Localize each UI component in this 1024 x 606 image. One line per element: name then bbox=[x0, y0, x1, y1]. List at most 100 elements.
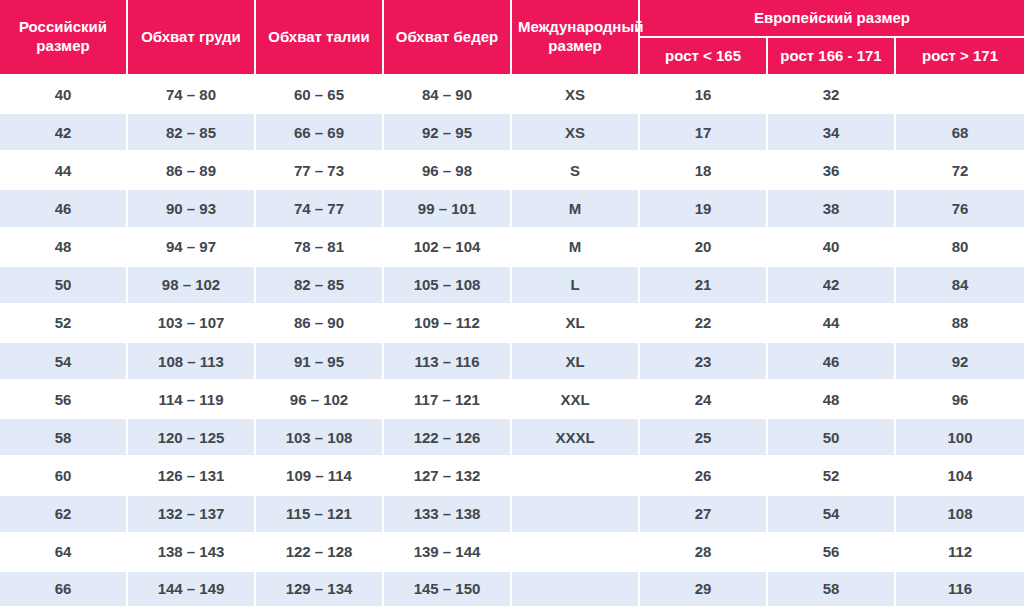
table-cell: 76 bbox=[896, 190, 1024, 228]
table-cell: 82 – 85 bbox=[256, 267, 384, 305]
table-cell: 26 bbox=[640, 457, 768, 495]
table-cell: 21 bbox=[640, 267, 768, 305]
table-cell: XXXL bbox=[512, 419, 640, 457]
table-row: 58120 – 125103 – 108122 – 126XXXL2550100 bbox=[0, 419, 1024, 457]
table-cell: 28 bbox=[640, 534, 768, 572]
table-cell: 88 bbox=[896, 305, 1024, 343]
table-cell: 25 bbox=[640, 419, 768, 457]
table-row: 66144 – 149129 – 134145 – 1502958116 bbox=[0, 572, 1024, 606]
table-cell: L bbox=[512, 267, 640, 305]
table-cell: 72 bbox=[896, 152, 1024, 190]
table-cell: 98 – 102 bbox=[128, 267, 256, 305]
col-header-hips: Обхват бедер bbox=[384, 0, 512, 76]
table-row: 4074 – 8060 – 6584 – 90XS1632 bbox=[0, 76, 1024, 114]
table-cell: 96 – 98 bbox=[384, 152, 512, 190]
col-header-chest: Обхват груди bbox=[128, 0, 256, 76]
table-row: 60126 – 131109 – 114127 – 1322652104 bbox=[0, 457, 1024, 495]
table-row: 64138 – 143122 – 128139 – 1442856112 bbox=[0, 534, 1024, 572]
table-cell: 84 bbox=[896, 267, 1024, 305]
table-cell: 80 bbox=[896, 229, 1024, 267]
col-header-height-lt-165: рост < 165 bbox=[640, 38, 768, 76]
table-row: 4486 – 8977 – 7396 – 98S183672 bbox=[0, 152, 1024, 190]
table-cell: 54 bbox=[768, 496, 896, 534]
col-header-european-size: Европейский размер bbox=[640, 0, 1024, 38]
table-cell: 138 – 143 bbox=[128, 534, 256, 572]
table-cell: 24 bbox=[640, 381, 768, 419]
table-cell: 105 – 108 bbox=[384, 267, 512, 305]
table-cell bbox=[512, 496, 640, 534]
table-cell: 48 bbox=[768, 381, 896, 419]
table-cell: 66 bbox=[0, 572, 128, 606]
size-chart-table: Российский размер Обхват груди Обхват та… bbox=[0, 0, 1024, 606]
table-cell: 50 bbox=[0, 267, 128, 305]
col-header-waist: Обхват талии bbox=[256, 0, 384, 76]
col-header-height-166-171: рост 166 - 171 bbox=[768, 38, 896, 76]
table-cell bbox=[896, 76, 1024, 114]
table-cell: 122 – 126 bbox=[384, 419, 512, 457]
table-cell: 23 bbox=[640, 343, 768, 381]
table-cell: 99 – 101 bbox=[384, 190, 512, 228]
table-cell: 17 bbox=[640, 114, 768, 152]
table-cell: 62 bbox=[0, 496, 128, 534]
table-cell: 60 – 65 bbox=[256, 76, 384, 114]
table-cell: 56 bbox=[0, 381, 128, 419]
table-cell: 50 bbox=[768, 419, 896, 457]
table-cell: 109 – 112 bbox=[384, 305, 512, 343]
table-cell: 54 bbox=[0, 343, 128, 381]
table-cell: 44 bbox=[768, 305, 896, 343]
table-cell: 120 – 125 bbox=[128, 419, 256, 457]
table-cell: 58 bbox=[768, 572, 896, 606]
table-cell: XS bbox=[512, 76, 640, 114]
table-cell: 112 bbox=[896, 534, 1024, 572]
table-cell: 60 bbox=[0, 457, 128, 495]
table-cell: 74 – 77 bbox=[256, 190, 384, 228]
table-cell: 52 bbox=[768, 457, 896, 495]
table-cell: 20 bbox=[640, 229, 768, 267]
table-cell: M bbox=[512, 229, 640, 267]
size-chart-body: 4074 – 8060 – 6584 – 90XS16324282 – 8566… bbox=[0, 76, 1024, 606]
table-cell: 84 – 90 bbox=[384, 76, 512, 114]
table-row: 4894 – 9778 – 81102 – 104M204080 bbox=[0, 229, 1024, 267]
table-row: 54108 – 11391 – 95113 – 116XL234692 bbox=[0, 343, 1024, 381]
table-cell bbox=[512, 534, 640, 572]
table-cell: 102 – 104 bbox=[384, 229, 512, 267]
table-cell: 74 – 80 bbox=[128, 76, 256, 114]
col-header-russian-size: Российский размер bbox=[0, 0, 128, 76]
table-cell: 103 – 108 bbox=[256, 419, 384, 457]
col-header-height-gt-171: рост > 171 bbox=[896, 38, 1024, 76]
table-cell: 42 bbox=[768, 267, 896, 305]
table-cell: XXL bbox=[512, 381, 640, 419]
table-cell: 86 – 90 bbox=[256, 305, 384, 343]
table-cell: 82 – 85 bbox=[128, 114, 256, 152]
table-cell: 36 bbox=[768, 152, 896, 190]
table-cell: 113 – 116 bbox=[384, 343, 512, 381]
table-cell: M bbox=[512, 190, 640, 228]
table-cell: 114 – 119 bbox=[128, 381, 256, 419]
table-cell: 40 bbox=[768, 229, 896, 267]
table-cell: 32 bbox=[768, 76, 896, 114]
table-row: 62132 – 137115 – 121133 – 1382754108 bbox=[0, 496, 1024, 534]
table-cell: 66 – 69 bbox=[256, 114, 384, 152]
table-cell: XL bbox=[512, 305, 640, 343]
table-row: 52103 – 10786 – 90109 – 112XL224488 bbox=[0, 305, 1024, 343]
table-cell: 103 – 107 bbox=[128, 305, 256, 343]
table-cell: 92 – 95 bbox=[384, 114, 512, 152]
table-cell: 22 bbox=[640, 305, 768, 343]
table-cell: 129 – 134 bbox=[256, 572, 384, 606]
table-cell: 68 bbox=[896, 114, 1024, 152]
table-cell: 34 bbox=[768, 114, 896, 152]
table-cell: 46 bbox=[0, 190, 128, 228]
table-cell: 29 bbox=[640, 572, 768, 606]
table-cell: 18 bbox=[640, 152, 768, 190]
table-cell: 100 bbox=[896, 419, 1024, 457]
table-cell: XS bbox=[512, 114, 640, 152]
table-cell: 132 – 137 bbox=[128, 496, 256, 534]
table-cell: 133 – 138 bbox=[384, 496, 512, 534]
table-cell: 90 – 93 bbox=[128, 190, 256, 228]
table-cell: 38 bbox=[768, 190, 896, 228]
table-cell: 115 – 121 bbox=[256, 496, 384, 534]
table-cell: 46 bbox=[768, 343, 896, 381]
size-chart-header: Российский размер Обхват груди Обхват та… bbox=[0, 0, 1024, 76]
table-cell: 58 bbox=[0, 419, 128, 457]
table-cell: 44 bbox=[0, 152, 128, 190]
